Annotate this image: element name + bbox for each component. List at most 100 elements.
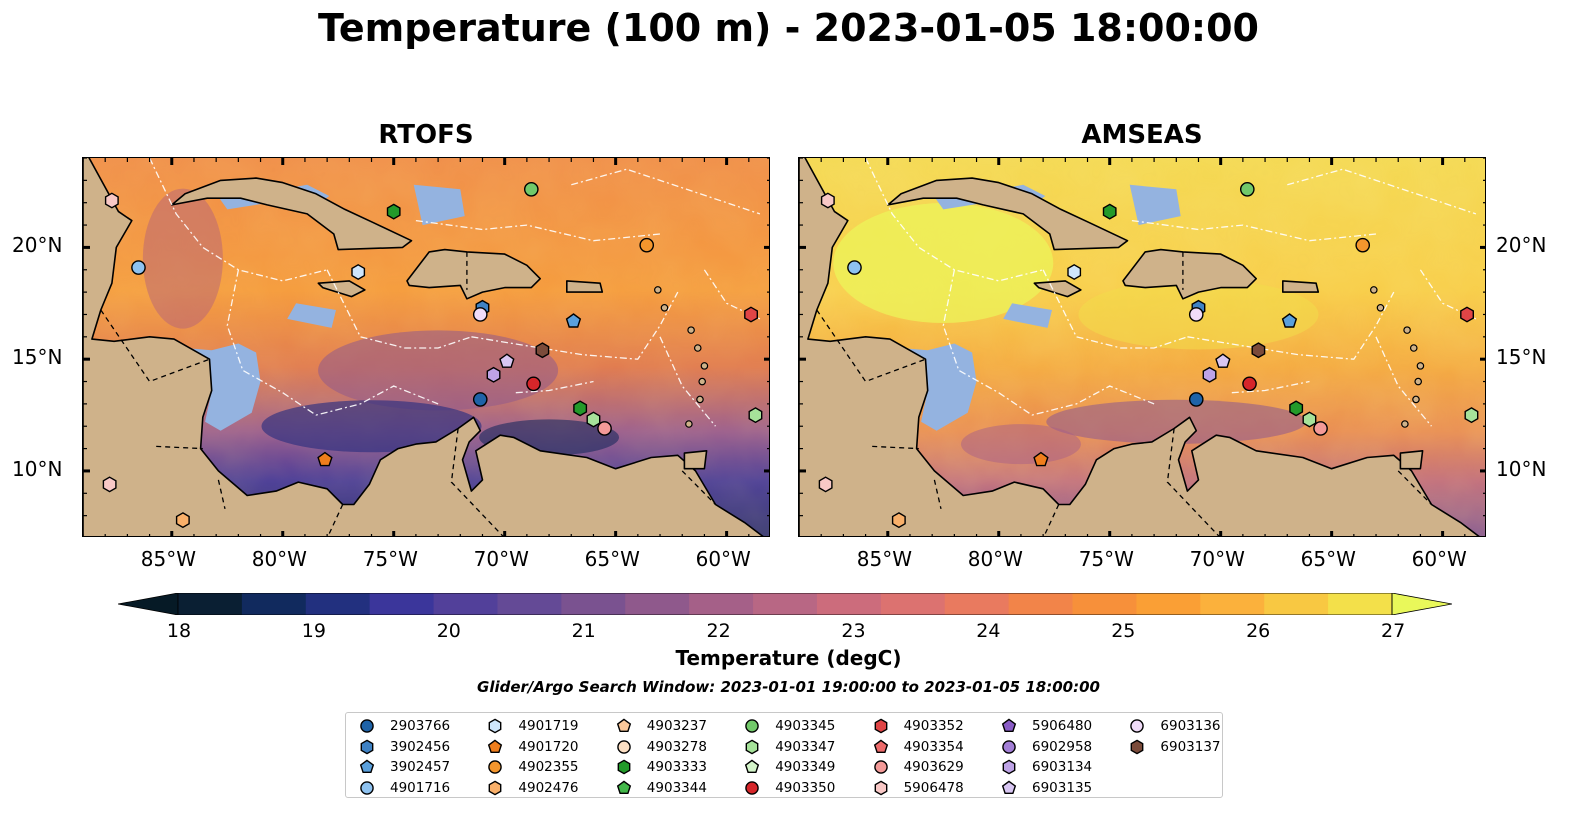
country-border xyxy=(156,445,203,450)
float-marker-6903134[interactable] xyxy=(486,366,501,383)
float-marker-4901719[interactable] xyxy=(351,263,366,281)
legend-entry: 4903350 xyxy=(743,778,835,798)
legend-marker-5906480[interactable] xyxy=(1001,718,1017,733)
float-marker-6903137[interactable] xyxy=(535,342,550,359)
float-marker-4902355[interactable] xyxy=(1355,237,1371,253)
float-marker-4903345[interactable] xyxy=(523,181,539,197)
float-marker-3902457[interactable] xyxy=(1281,313,1298,328)
legend-marker-4903278[interactable] xyxy=(617,739,631,754)
colorbar-swatch xyxy=(1328,593,1393,615)
map-panel-rtofs[interactable] xyxy=(82,157,770,537)
float-marker-4903629[interactable] xyxy=(1313,421,1328,436)
legend-marker-4903350[interactable] xyxy=(745,780,759,795)
float-marker-4901719[interactable] xyxy=(1067,263,1082,281)
legend-marker-4903345[interactable] xyxy=(745,719,759,733)
legend-marker-icon xyxy=(873,760,888,774)
float-marker-5906478[interactable] xyxy=(104,192,119,209)
colorbar-swatch xyxy=(369,593,435,615)
legend-marker-4903349[interactable] xyxy=(745,759,760,774)
float-marker-4903352[interactable] xyxy=(744,306,758,323)
legend-marker-6902958[interactable] xyxy=(1002,739,1016,754)
legend-marker-4903354[interactable] xyxy=(873,739,888,753)
legend-marker-6903134[interactable] xyxy=(1002,759,1016,775)
float-marker-4902355[interactable] xyxy=(639,237,655,253)
colorbar-tick-label: 26 xyxy=(1246,620,1271,642)
legend-marker-4902355[interactable] xyxy=(488,760,503,774)
float-marker-6903136[interactable] xyxy=(472,307,488,322)
legend-marker-6903136[interactable] xyxy=(1130,719,1145,733)
float-marker-4903333[interactable] xyxy=(386,203,401,220)
island xyxy=(1370,286,1378,294)
legend-marker-4903237[interactable] xyxy=(616,718,631,733)
legend-entry-label: 4903629 xyxy=(903,759,964,775)
float-marker-4901716[interactable] xyxy=(847,260,862,275)
legend-marker-3902457[interactable] xyxy=(359,759,375,774)
float-marker-6903136[interactable] xyxy=(1188,307,1204,322)
float-marker-5906478[interactable] xyxy=(820,192,835,209)
country-border xyxy=(816,309,926,383)
float-marker-4902476[interactable] xyxy=(891,512,906,529)
lat-tick-label-right: 10°N xyxy=(1496,456,1547,481)
float-marker-3902457[interactable] xyxy=(565,313,582,328)
map-panel-amseas[interactable] xyxy=(798,157,1486,537)
float-marker-4903347[interactable] xyxy=(1302,411,1317,428)
float-marker-6903137[interactable] xyxy=(1251,342,1266,359)
colorbar-tick-label: 24 xyxy=(976,620,1001,642)
legend-marker-4903344[interactable] xyxy=(616,780,631,794)
island xyxy=(1401,420,1409,428)
country-border xyxy=(1397,470,1432,505)
float-marker-4903352[interactable] xyxy=(1460,306,1474,323)
float-marker-4903629[interactable] xyxy=(597,421,612,436)
legend-marker-icon xyxy=(874,780,887,795)
legend-marker-4901719[interactable] xyxy=(488,718,502,734)
legend-marker-4903352[interactable] xyxy=(874,718,887,734)
legend-marker-icon xyxy=(1001,718,1017,733)
float-marker-4903347[interactable] xyxy=(586,411,601,428)
country-border xyxy=(450,428,504,536)
legend-marker-5906478[interactable] xyxy=(874,780,887,795)
legend-entry-label: 4903347 xyxy=(775,738,836,755)
float-marker-6903135[interactable] xyxy=(499,353,515,368)
colorbar-tick-label: 19 xyxy=(301,620,326,642)
float-marker-2903766[interactable] xyxy=(1188,392,1204,407)
float-marker-5906478[interactable] xyxy=(818,476,833,493)
legend-marker-4901716[interactable] xyxy=(360,780,374,795)
legend-marker-3902456[interactable] xyxy=(360,739,374,754)
legend-marker-6903135[interactable] xyxy=(1001,780,1017,794)
legend-entry: 4901716 xyxy=(358,778,450,798)
float-marker-6903134[interactable] xyxy=(1202,366,1217,383)
float-marker-6903135[interactable] xyxy=(1215,353,1231,368)
island xyxy=(654,286,662,294)
float-marker-4901716[interactable] xyxy=(131,260,146,275)
float-marker-4901720[interactable] xyxy=(317,451,333,467)
legend-marker-4902476[interactable] xyxy=(488,780,502,795)
float-marker-4903347[interactable] xyxy=(748,407,763,424)
eez-boundary xyxy=(865,158,1044,282)
legend-entry: 6903135 xyxy=(1000,778,1092,798)
legend-entry-label: 4903352 xyxy=(903,718,964,734)
legend-marker-4903347[interactable] xyxy=(745,739,759,754)
float-marker-4903347[interactable] xyxy=(1464,407,1479,424)
float-marker-5906478[interactable] xyxy=(102,476,117,493)
float-marker-4901720[interactable] xyxy=(1033,451,1049,467)
legend-marker-icon xyxy=(1130,739,1144,754)
float-marker-4903333[interactable] xyxy=(1289,400,1304,417)
map-canvas xyxy=(83,158,769,536)
legend-marker-2903766[interactable] xyxy=(360,719,374,733)
lat-tick-label-left: 10°N xyxy=(12,456,63,481)
legend-marker-4903629[interactable] xyxy=(873,760,888,774)
legend-marker-6903137[interactable] xyxy=(1130,739,1144,754)
float-marker-4903350[interactable] xyxy=(1242,376,1257,392)
colorbar-swatch xyxy=(753,593,818,615)
float-marker-4903350[interactable] xyxy=(526,376,541,392)
float-marker-4903333[interactable] xyxy=(1102,203,1117,220)
legend-marker-4903333[interactable] xyxy=(617,759,631,775)
float-marker-4903345[interactable] xyxy=(1239,181,1255,197)
float-marker-4903333[interactable] xyxy=(573,400,588,417)
island xyxy=(660,303,669,312)
float-marker-4902476[interactable] xyxy=(175,512,190,529)
legend-marker-4901720[interactable] xyxy=(488,739,503,753)
float-marker-2903766[interactable] xyxy=(472,392,488,407)
legend-marker-icon xyxy=(488,718,502,734)
shallow-shelf xyxy=(185,343,261,431)
